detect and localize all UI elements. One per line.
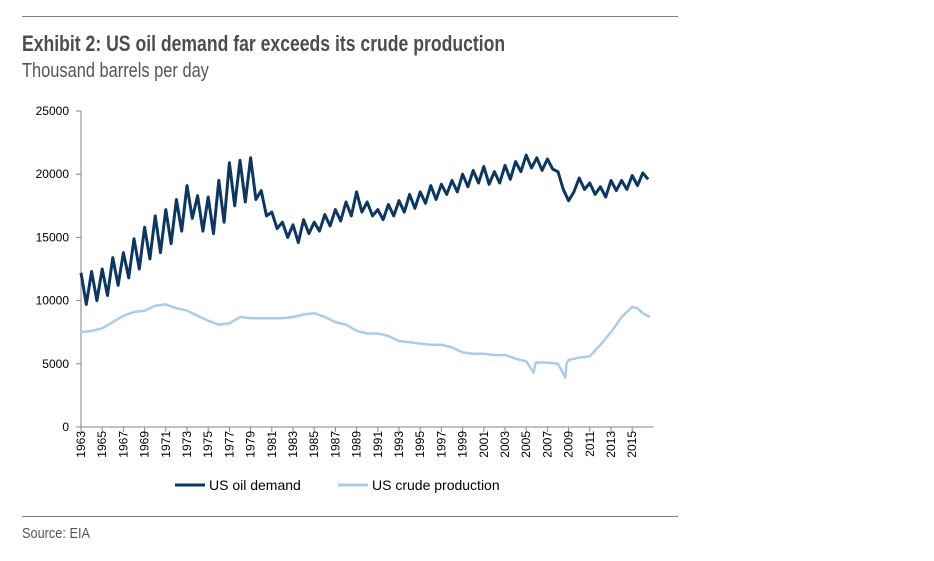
x-tick-label: 1975: [201, 431, 215, 458]
x-tick-label: 1967: [116, 431, 130, 458]
x-tick-label: 1963: [74, 431, 88, 458]
chart-subtitle: Thousand barrels per day: [22, 60, 209, 82]
x-tick-label: 1985: [307, 431, 321, 458]
x-tick-label: 2005: [519, 431, 533, 458]
x-tick-label: 1981: [265, 431, 279, 458]
top-rule: [22, 16, 678, 17]
plot-lines: [79, 153, 651, 379]
y-tick-label: 10000: [36, 294, 70, 308]
x-tick-label: 1973: [180, 431, 194, 458]
y-tick-label: 5000: [42, 357, 69, 371]
x-tick-label: 1989: [350, 431, 364, 458]
x-tick-label: 1969: [138, 431, 152, 458]
bottom-rule: [22, 516, 678, 517]
legend-label: US crude production: [372, 477, 500, 493]
y-tick-label: 0: [62, 420, 69, 434]
x-tick-label: 1971: [159, 431, 173, 458]
x-tick-label: 1997: [434, 431, 448, 458]
x-tick-label: 2009: [562, 431, 576, 458]
x-tick-label: 1987: [328, 431, 342, 458]
legend-item: US crude production: [338, 477, 500, 493]
x-axis: 1963 1965 1967 1969 1971 1973 1975 1977 1979 1981…: [74, 426, 654, 458]
series-line-us-oil-demand: [79, 153, 650, 306]
x-tick-label: 1977: [222, 431, 236, 458]
x-tick-label: 1995: [413, 431, 427, 458]
series-line-us-crude-production: [80, 303, 651, 379]
y-axis: 0 5000 10000 15000 20000 25000: [36, 104, 82, 434]
x-tick-label: 2011: [583, 431, 597, 457]
x-tick-label: 2003: [498, 431, 512, 458]
x-tick-label: 1991: [371, 431, 385, 458]
x-tick-label: 1999: [456, 431, 470, 458]
x-tick-label: 2007: [540, 431, 554, 458]
y-tick-label: 25000: [36, 104, 70, 118]
x-tick-label: 1979: [244, 431, 258, 458]
x-tick-label: 1965: [95, 431, 109, 458]
x-tick-label: 1983: [286, 431, 300, 458]
x-tick-label: 2001: [477, 431, 491, 458]
y-tick-label: 15000: [36, 230, 70, 244]
x-tick-label: 2015: [625, 431, 639, 458]
y-tick-label: 20000: [36, 167, 70, 181]
x-tick-label: 2013: [604, 431, 618, 458]
legend-item: US oil demand: [175, 477, 301, 493]
legend: US oil demand US crude production: [175, 477, 500, 493]
chart-title: Exhibit 2: US oil demand far exceeds its…: [22, 31, 506, 56]
source-note: Source: EIA: [22, 525, 91, 542]
x-tick-label: 1993: [392, 431, 406, 458]
legend-label: US oil demand: [209, 477, 301, 493]
